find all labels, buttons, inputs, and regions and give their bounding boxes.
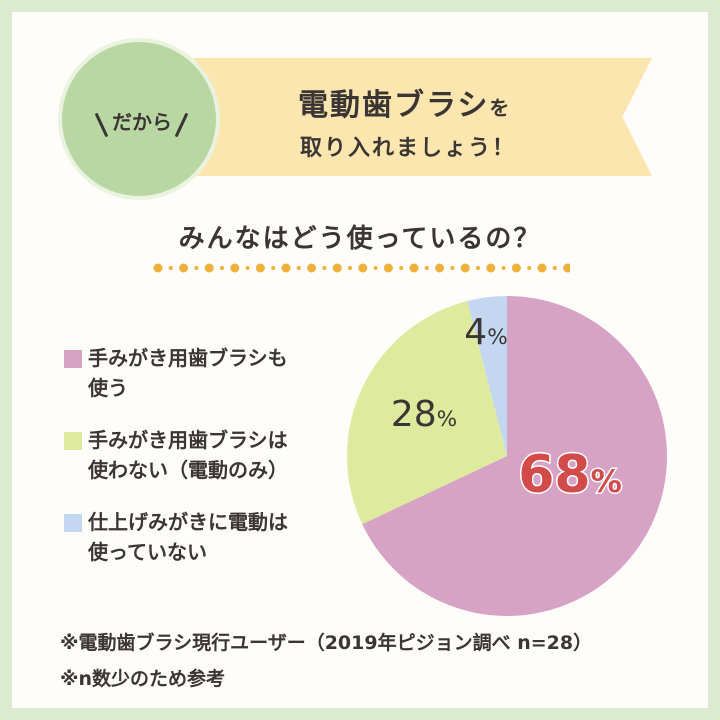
divider-dot — [435, 263, 445, 273]
legend-swatch-pink — [64, 350, 82, 368]
divider-dot-small — [245, 266, 250, 270]
divider-dot — [230, 263, 240, 273]
legend-item-2-line1: 手みがき用歯ブラシは — [88, 428, 288, 452]
legend-item-1: 手みがき用歯ブラシも 使う — [88, 343, 348, 403]
divider-dot — [460, 263, 470, 273]
pie-label-unit: % — [591, 464, 622, 500]
divider-dot-small — [220, 266, 224, 270]
legend-item-1-line2: 使う — [88, 376, 128, 400]
divider-dot — [179, 263, 189, 273]
legend-item-2: 手みがき用歯ブラシは 使わない（電動のみ） — [88, 425, 348, 485]
divider-dot — [204, 263, 214, 273]
legend-item-3: 仕上げみがきに電動は 使っていない — [88, 507, 348, 567]
footnote-2: ※n数少のため参考 — [60, 668, 225, 690]
pie-label-1: 68% — [518, 445, 622, 505]
banner-title-main: 電動歯ブラシ — [298, 88, 490, 123]
legend-item-2-line2: 使わない（電動のみ） — [88, 458, 288, 482]
pie-label-unit: % — [487, 325, 508, 350]
divider-dot-small — [527, 266, 532, 270]
pie-label-unit: % — [437, 407, 458, 432]
pie-label-3: 4% — [464, 312, 507, 353]
divider-dot-small — [552, 266, 557, 270]
dotted-divider — [153, 263, 570, 273]
divider-dot — [563, 263, 570, 273]
divider-dot-small — [476, 266, 480, 270]
banner-subtitle: 取り入れましょう！ — [300, 136, 517, 161]
divider-dot — [409, 263, 419, 273]
pie-label-2: 28% — [391, 394, 457, 435]
divider-dot — [307, 263, 317, 273]
divider-dot — [537, 263, 547, 273]
divider-dot-small — [348, 266, 352, 270]
pie-slice-2 — [346, 301, 507, 525]
divider-dot — [332, 263, 342, 273]
legend-item-3-line2: 使っていない — [88, 540, 207, 564]
divider-dot-small — [271, 266, 276, 270]
legend-swatch-blue — [64, 514, 82, 532]
banner-title-particle: を — [489, 96, 512, 120]
pie-slice-3 — [467, 296, 507, 456]
divider-dot-small — [424, 266, 429, 270]
divider-dot-small — [322, 266, 327, 270]
title-banner — [160, 58, 652, 176]
divider-dot — [281, 263, 291, 273]
badge-circle — [62, 42, 216, 196]
question-heading: みんなはどう使っているの？ — [178, 224, 542, 254]
badge-text: だから — [112, 110, 172, 134]
divider-dot-small — [168, 266, 173, 270]
footnote-1: ※電動歯ブラシ現行ユーザー（2019年ピジョン調べ n=28） — [60, 632, 593, 654]
legend-swatch-green — [64, 432, 82, 450]
pie-label-value: 68 — [518, 445, 590, 505]
divider-dot-small — [399, 266, 404, 270]
pie-label-value: 4 — [464, 312, 487, 353]
divider-dot-small — [450, 266, 455, 270]
pie-slice-1 — [362, 296, 667, 616]
divider-dot-small — [296, 266, 301, 270]
divider-dot-small — [194, 266, 199, 270]
pie-label-value: 28 — [391, 394, 437, 435]
divider-dot-small — [501, 266, 506, 270]
legend-item-1-line1: 手みがき用歯ブラシも — [88, 346, 288, 370]
divider-dot-small — [373, 266, 378, 270]
divider-dot — [153, 263, 163, 273]
divider-dot — [486, 263, 496, 273]
legend-item-3-line1: 仕上げみがきに電動は — [88, 510, 288, 534]
divider-dot — [511, 263, 521, 273]
banner-title: 電動歯ブラシを — [298, 80, 530, 124]
divider-dot — [255, 263, 265, 273]
divider-dot — [383, 263, 393, 273]
divider-dot — [358, 263, 368, 273]
